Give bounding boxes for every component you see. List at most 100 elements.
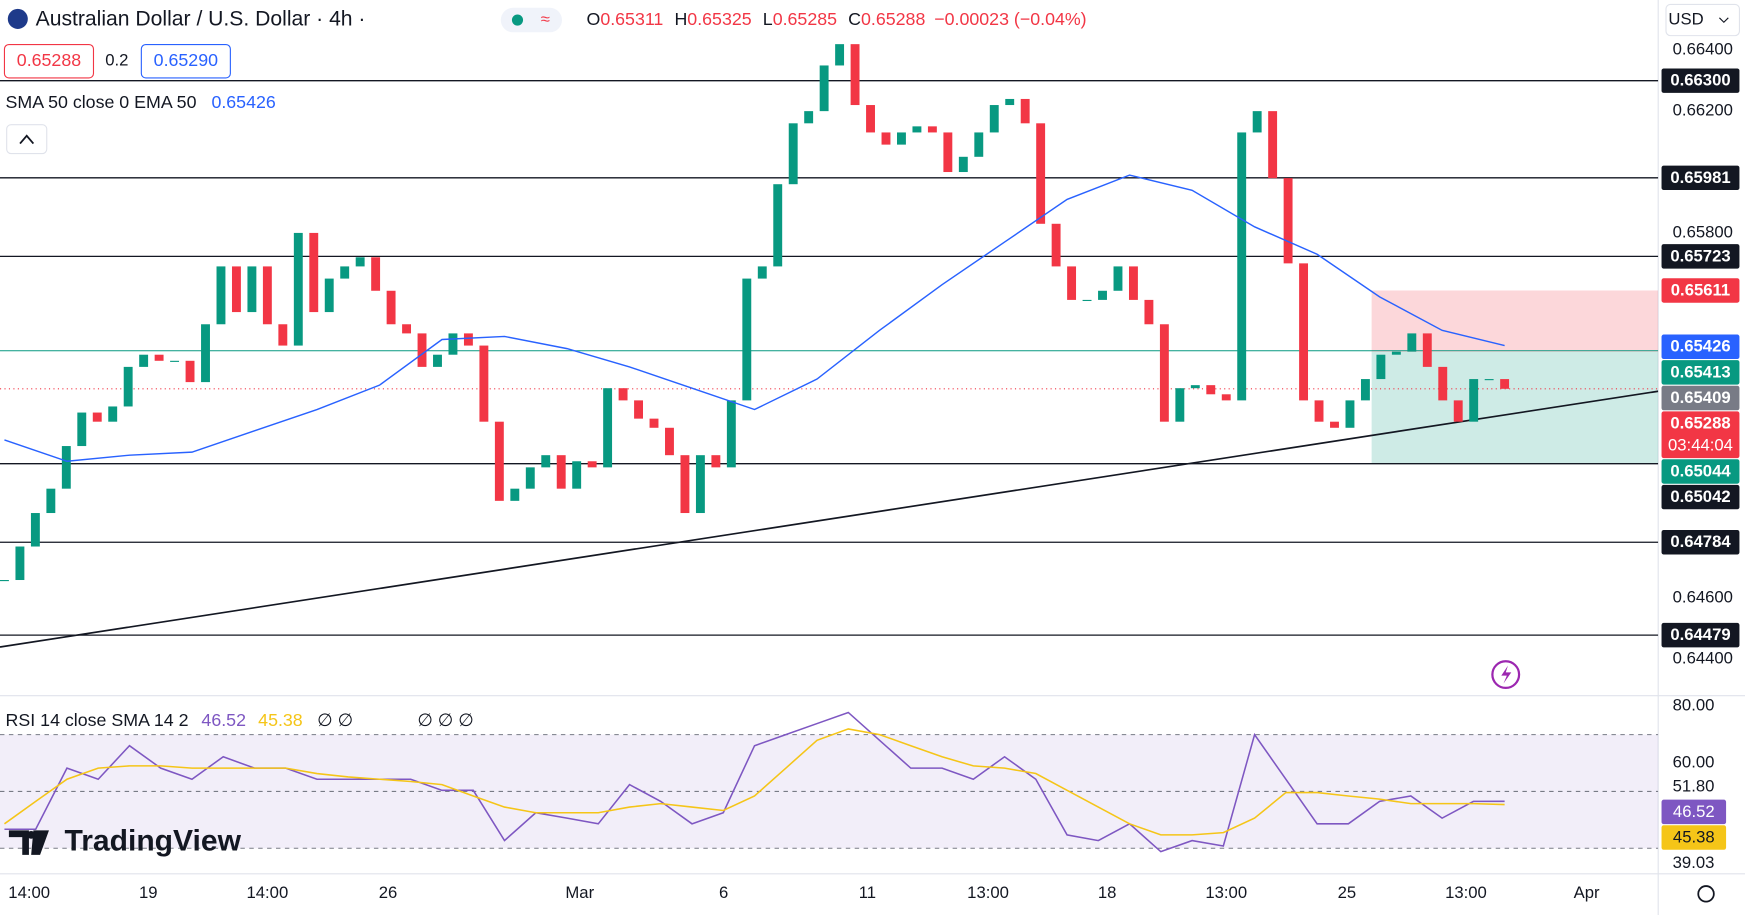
price-label: 0.65413 [1670,362,1730,381]
sell-button[interactable] [3,43,95,79]
candle [1268,111,1278,179]
candle [1128,266,1138,300]
candle [1407,333,1417,352]
candle [1283,178,1293,264]
x-tick-label: 6 [719,883,728,902]
candle [541,455,551,468]
candle [1190,385,1200,389]
candle [433,354,442,367]
rsi-label: 51.80 [1673,776,1715,795]
candle [1484,379,1494,381]
price-label-box [1661,411,1740,459]
rsi-label: 45.38 [1673,827,1715,846]
currency-button[interactable] [1665,3,1740,37]
rsi-extra: ∅ ∅ [317,710,353,730]
price-label: 0.65044 [1670,461,1731,480]
position-target-zone [1371,351,1659,464]
ohlc-label: C [848,9,861,29]
x-tick-label: 13:00 [1205,883,1247,902]
candle [123,366,133,407]
alert-bolt [1501,665,1512,684]
price-label: 0.64784 [1670,532,1731,551]
rsi-label: 46.52 [1673,802,1715,821]
candle [1252,111,1262,133]
y-tick-label: 0.64400 [1673,649,1733,668]
price-label-box [1661,459,1740,484]
candle [1175,388,1185,422]
ohlc-value: 0.65311 [600,9,663,29]
candle [649,418,659,428]
candle [324,278,334,313]
candle [1438,366,1448,401]
price-label-box [1661,530,1740,555]
status-toggle[interactable] [500,7,563,33]
candle [695,455,705,514]
candle [881,132,891,145]
x-tick-label: 18 [1098,883,1117,902]
candle [30,513,40,547]
candle [1469,379,1479,422]
x-tick-label: 26 [379,883,398,902]
ohlc-label: O [586,9,600,29]
ohlc-value: 0.65325 [687,9,751,29]
rsi-line [3,728,1505,836]
price-label-box [1661,244,1740,269]
candle [1005,98,1015,106]
collapse-icon [19,134,35,145]
candle [897,132,906,145]
candle [139,354,149,367]
price-label-box [1661,278,1740,303]
candle [726,400,736,468]
candle [448,333,458,355]
buy-button[interactable] [140,43,231,79]
y-tick-label: 0.64600 [1673,588,1733,607]
ohlc-value: 0.65285 [773,9,837,29]
candle [1314,400,1324,422]
candle [293,232,303,346]
candle [1206,385,1216,395]
x-tick-label: 14:00 [8,883,50,902]
ohlc-legend: O0.65311 H0.65325 L0.65285 C0.65288 −0.00023… [586,9,1086,29]
x-tick-label: 25 [1338,883,1357,902]
candle [1082,299,1092,302]
rsi-value: 46.52 [201,710,246,730]
candle [850,44,860,106]
plot-area: 0.66400 0.66200 0.65800 0.64600 0.64400 0.663… [0,40,1740,902]
price-label: 0.65409 [1670,388,1730,407]
overlay: Australian Dollar / U.S. Dollar · 4h · ≈… [3,3,1740,903]
price-label-box [1661,385,1740,411]
candle [201,324,210,383]
price-label: 0.65981 [1670,168,1730,187]
candle [463,333,473,346]
ohlc-label: H [674,9,687,29]
y-tick-label: 0.65800 [1673,222,1733,241]
candle [185,360,195,383]
candle [680,455,690,514]
price-label: 0.65042 [1670,487,1730,506]
candle [371,257,381,291]
candle [711,455,721,468]
rsi-label: 39.03 [1673,853,1715,872]
rsi-legend: RSI 14 close SMA 14 2 [6,710,189,730]
y-tick-label: 0.66200 [1673,101,1733,120]
candle [1036,123,1046,224]
collapse-button[interactable] [6,124,48,155]
candle [1144,299,1154,325]
candle [1299,263,1309,401]
symbol-title: Australian Dollar / U.S. Dollar · 4h · [36,8,366,31]
candle [154,354,164,361]
candle [835,44,845,66]
price-label-box [1661,334,1740,360]
spread: 0.2 [105,51,128,70]
candle [1113,266,1123,291]
candle [355,257,365,267]
settings-icon[interactable] [1697,885,1715,903]
candle [1453,400,1463,422]
candle [1376,354,1386,380]
y-tick-label: 60.00 [1673,752,1715,771]
candle [1221,394,1231,401]
candle [974,132,984,157]
flag-icon [7,8,28,29]
candle [618,388,628,401]
candle [556,455,566,489]
